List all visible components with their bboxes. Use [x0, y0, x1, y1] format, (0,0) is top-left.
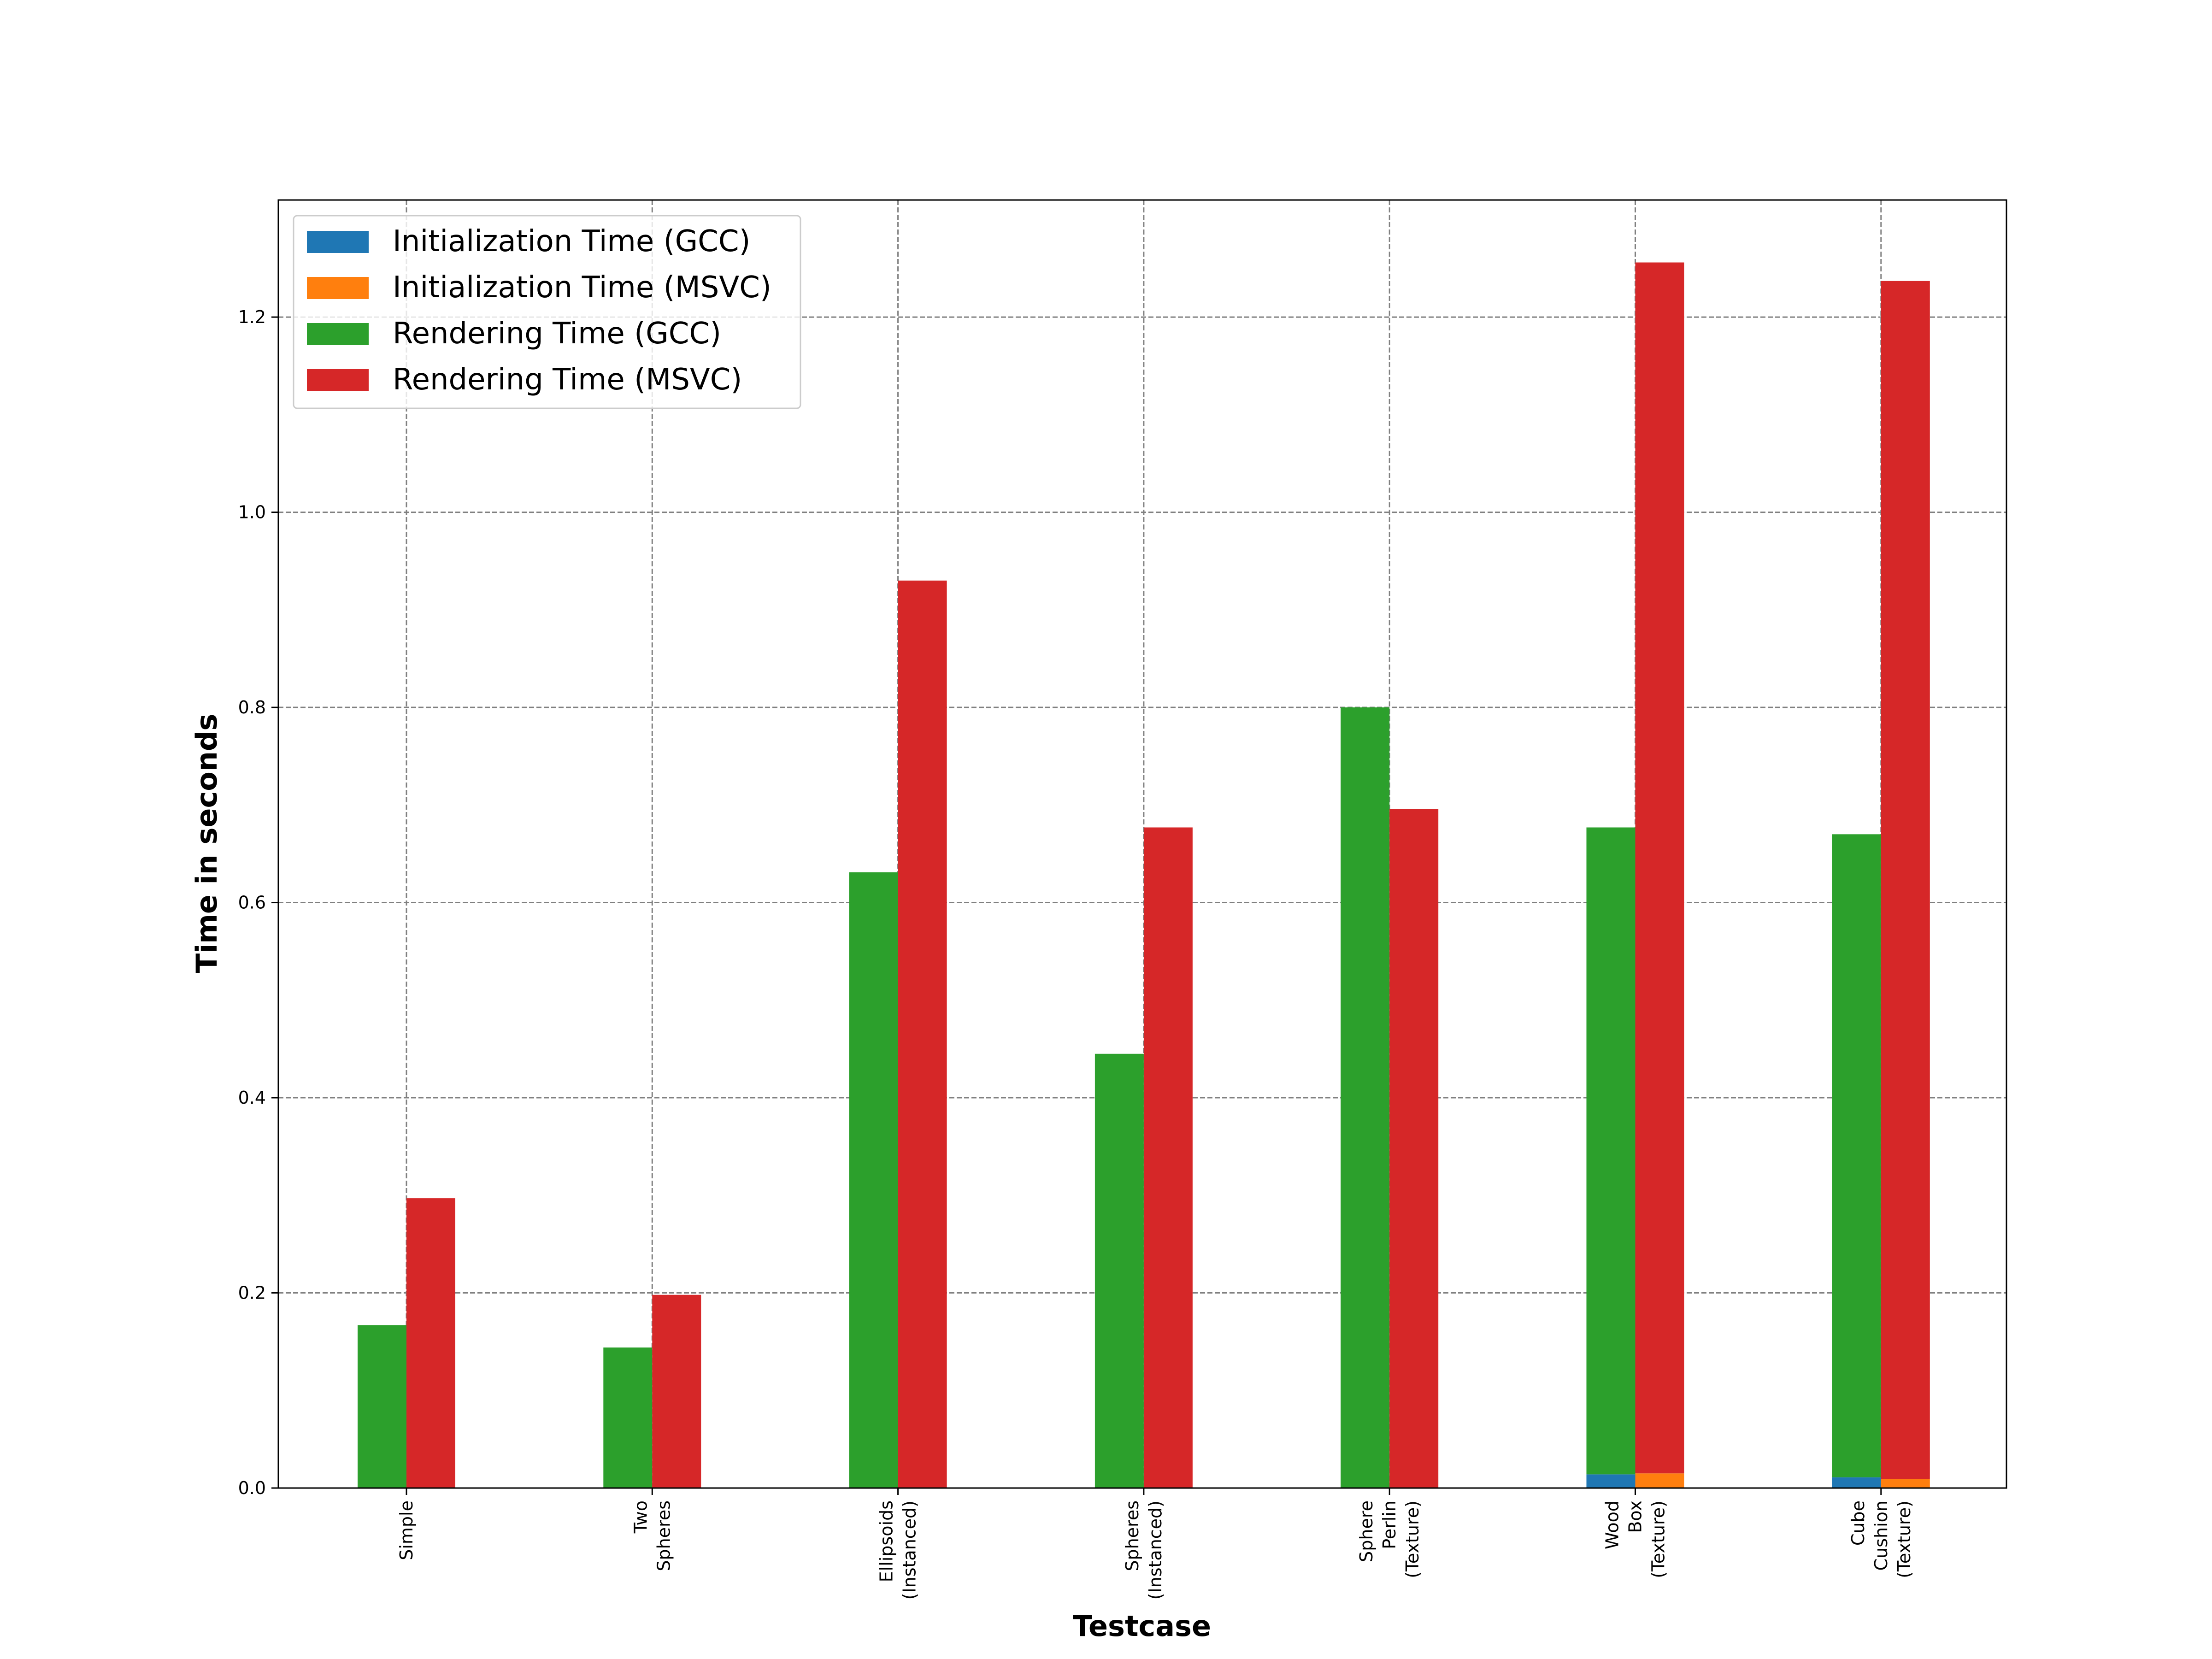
- bar-rendering-time-gcc: [1341, 707, 1390, 1488]
- legend-box: [293, 215, 801, 409]
- bar-rendering-time-gcc: [1094, 1053, 1144, 1488]
- bars: [358, 262, 1930, 1488]
- x-tick-label: Wood Box (Texture): [1602, 1500, 1669, 1578]
- legend-label: Rendering Time (MSVC): [393, 363, 742, 397]
- x-tick-label-text: Sphere Perlin (Texture): [1356, 1500, 1423, 1578]
- bar-initialization-time-gcc: [1832, 1477, 1881, 1488]
- x-tick-label-line: Spheres: [1122, 1500, 1142, 1571]
- x-tick-label-text: Wood Box (Texture): [1602, 1500, 1669, 1578]
- y-axis-title: Time in seconds: [190, 714, 224, 973]
- x-tick-label-text: Two Spheres: [630, 1500, 674, 1571]
- bar-rendering-time-msvc: [898, 580, 947, 1488]
- bar-initialization-time-msvc: [1635, 1473, 1684, 1488]
- x-tick-label-line: Wood: [1602, 1500, 1623, 1549]
- bar-rendering-time-msvc: [1389, 809, 1439, 1488]
- x-tick-label-text: Cube Cushion (Texture): [1848, 1500, 1914, 1578]
- x-tick-label-line: Cushion: [1871, 1500, 1891, 1571]
- y-tick-label: 0.4: [238, 1088, 266, 1108]
- bar-rendering-time-gcc: [603, 1347, 653, 1488]
- bar-rendering-time-gcc: [358, 1325, 406, 1488]
- x-tick-label-line: (Instanced): [900, 1500, 920, 1600]
- x-tick-label: Sphere Perlin (Texture): [1356, 1500, 1423, 1578]
- x-tick-label-line: Perlin: [1379, 1500, 1400, 1549]
- x-tick-label: Simple: [396, 1500, 417, 1560]
- x-tick-label-line: Spheres: [653, 1500, 674, 1571]
- bar-rendering-time-msvc: [406, 1198, 455, 1488]
- x-tick-label-line: (Texture): [1402, 1500, 1423, 1578]
- bar-rendering-time-msvc: [1635, 262, 1684, 1474]
- x-tick-label-text: Simple: [396, 1500, 417, 1560]
- x-tick-label: Ellipsoids (Instanced): [877, 1500, 920, 1600]
- y-tick-label: 0.2: [238, 1283, 266, 1303]
- y-tick-label: 0.0: [238, 1478, 266, 1498]
- bar-rendering-time-gcc: [1832, 834, 1881, 1477]
- bar-rendering-time-msvc: [652, 1294, 701, 1488]
- y-axis: 0.0 0.2 0.4 0.6 0.8 1.0 1.2: [238, 307, 278, 1498]
- y-tick-label: 0.6: [238, 893, 266, 913]
- x-tick-label: Cube Cushion (Texture): [1848, 1500, 1914, 1578]
- x-tick-label-text: Spheres (Instanced): [1122, 1500, 1165, 1600]
- y-tick-label: 1.0: [238, 502, 266, 523]
- x-tick-label-line: Simple: [396, 1500, 417, 1560]
- x-axis-title: Testcase: [1073, 1609, 1211, 1643]
- bar-rendering-time-gcc: [849, 872, 898, 1488]
- x-tick-label-line: (Instanced): [1145, 1500, 1165, 1600]
- legend-swatch: [307, 231, 369, 253]
- legend-swatch: [307, 277, 369, 299]
- x-tick-label-line: Sphere: [1356, 1500, 1377, 1562]
- x-tick-label-line: Box: [1625, 1500, 1646, 1533]
- legend-label: Rendering Time (GCC): [393, 317, 721, 351]
- bar-rendering-time-msvc: [1143, 827, 1193, 1488]
- legend-swatch: [307, 323, 369, 345]
- x-axis: Simple Two Spheres Ellipsoids (Instanced) Sph…: [396, 1488, 1914, 1600]
- x-tick-label-line: Ellipsoids: [877, 1500, 897, 1582]
- bar-initialization-time-gcc: [1586, 1474, 1635, 1488]
- y-tick-label: 0.8: [238, 697, 266, 718]
- x-tick-label-text: Ellipsoids (Instanced): [877, 1500, 920, 1600]
- plot-frame: [277, 199, 2007, 1489]
- legend-label: Initialization Time (GCC): [393, 224, 751, 259]
- x-tick-label-line: (Texture): [1648, 1500, 1669, 1578]
- bar-rendering-time-gcc: [1586, 827, 1635, 1475]
- legend-label: Initialization Time (MSVC): [393, 271, 771, 305]
- x-tick-label: Two Spheres: [630, 1500, 674, 1571]
- legend: Initialization Time (GCC) Initialization …: [293, 215, 801, 409]
- bar-initialization-time-msvc: [1881, 1479, 1930, 1488]
- x-tick-label-line: Two: [630, 1500, 651, 1534]
- x-tick-label-line: (Texture): [1894, 1500, 1914, 1578]
- bar-rendering-time-msvc: [1881, 281, 1930, 1479]
- y-tick-label: 1.2: [238, 307, 266, 327]
- x-tick-label-line: Cube: [1848, 1500, 1868, 1546]
- x-tick-label: Spheres (Instanced): [1122, 1500, 1165, 1600]
- legend-swatch: [307, 369, 369, 391]
